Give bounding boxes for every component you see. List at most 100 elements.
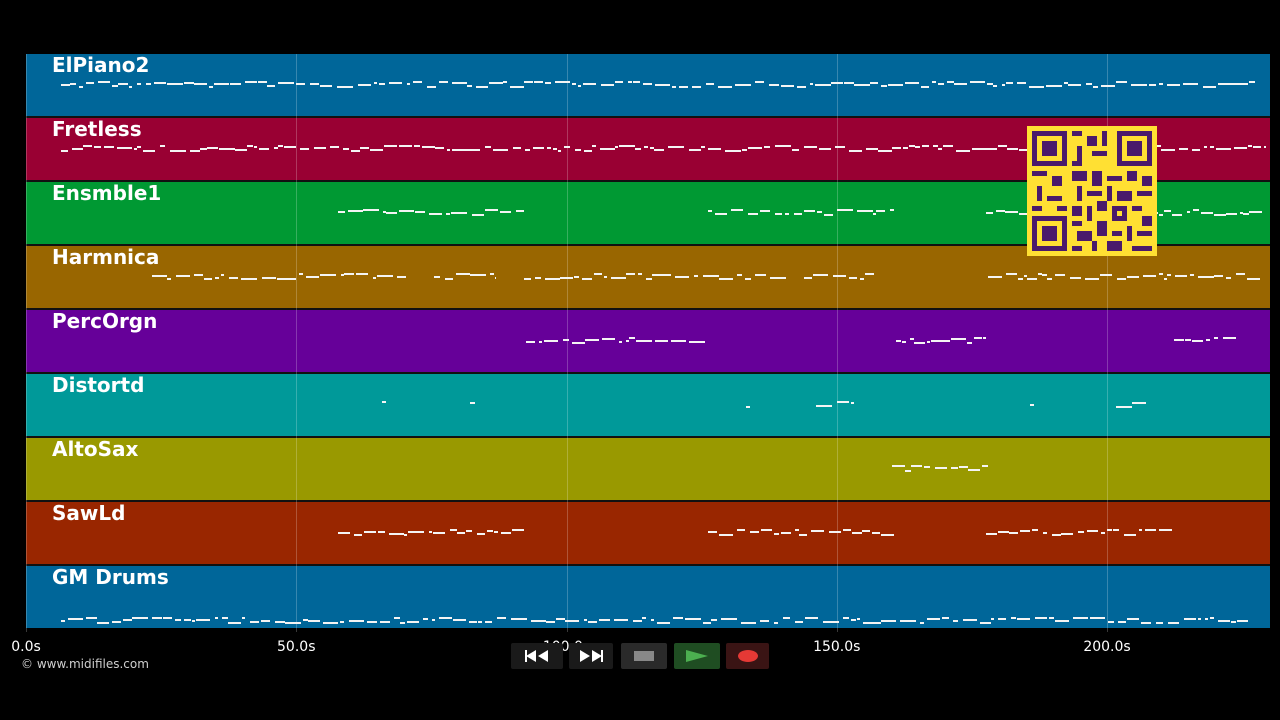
note-mark <box>1168 622 1179 624</box>
note-mark <box>1214 337 1218 339</box>
note-mark <box>544 340 558 342</box>
note-mark <box>1249 211 1262 213</box>
note-mark <box>1064 82 1068 84</box>
note-mark <box>485 621 492 623</box>
note-mark <box>1253 146 1261 148</box>
note-mark <box>582 278 592 280</box>
note-mark <box>860 278 864 280</box>
note-mark <box>389 533 404 535</box>
note-mark <box>974 337 982 339</box>
note-mark <box>857 618 860 620</box>
note-mark <box>190 150 200 152</box>
note-mark <box>524 278 531 280</box>
note-mark <box>1107 529 1112 531</box>
note-mark <box>1049 617 1054 619</box>
note-mark <box>1061 533 1073 535</box>
note-mark <box>470 402 475 404</box>
note-mark <box>118 83 128 85</box>
note-mark <box>98 81 110 83</box>
note-mark <box>535 277 541 279</box>
note-mark <box>626 273 635 275</box>
stop-icon <box>634 651 654 661</box>
note-mark <box>938 83 944 85</box>
note-mark <box>1141 622 1151 624</box>
note-mark <box>1052 534 1061 536</box>
note-mark <box>556 618 565 620</box>
note-mark <box>849 277 857 279</box>
note-mark <box>132 617 148 619</box>
note-mark <box>811 530 824 532</box>
note-mark <box>341 274 344 276</box>
note-mark <box>545 278 560 280</box>
note-mark <box>242 617 245 619</box>
note-mark <box>547 147 551 149</box>
note-mark <box>857 210 873 212</box>
note-mark <box>167 278 171 280</box>
note-mark <box>72 148 83 150</box>
note-mark <box>1226 213 1237 215</box>
note-mark <box>804 210 815 212</box>
note-mark <box>1093 86 1098 88</box>
note-mark <box>435 147 444 149</box>
note-mark <box>400 622 405 624</box>
note-mark <box>785 213 789 215</box>
note-mark <box>829 531 841 533</box>
note-mark <box>117 147 129 149</box>
note-mark <box>287 278 296 280</box>
note-mark <box>1007 148 1018 150</box>
track-label: Distortd <box>52 373 145 397</box>
note-mark <box>915 146 920 148</box>
note-mark <box>533 147 544 149</box>
stop-button[interactable] <box>621 643 667 669</box>
note-mark <box>485 209 498 211</box>
play-button[interactable] <box>674 643 720 669</box>
note-mark <box>360 147 369 149</box>
note-mark <box>1164 278 1167 280</box>
note-mark <box>1143 275 1156 277</box>
qr-code-icon[interactable] <box>1027 126 1157 256</box>
note-mark <box>851 619 856 621</box>
note-mark <box>689 341 705 343</box>
play-icon <box>686 650 708 662</box>
note-mark <box>633 81 640 83</box>
note-mark <box>446 213 450 215</box>
note-mark <box>866 148 878 150</box>
note-mark <box>160 145 165 147</box>
note-mark <box>175 619 181 621</box>
note-mark <box>837 401 849 403</box>
note-mark <box>250 621 259 623</box>
note-mark <box>718 86 732 88</box>
note-mark <box>795 621 803 623</box>
note-mark <box>1131 84 1147 86</box>
note-mark <box>927 341 930 343</box>
note-mark <box>619 341 622 343</box>
note-mark <box>453 619 466 621</box>
note-mark <box>914 342 925 344</box>
note-mark <box>143 150 155 152</box>
note-mark <box>1234 147 1247 149</box>
x-tick-label: 50.0s <box>277 639 316 655</box>
note-mark <box>815 84 831 86</box>
note-mark <box>221 274 224 276</box>
note-mark <box>267 85 275 87</box>
note-mark <box>835 146 845 148</box>
note-mark <box>326 85 332 87</box>
note-mark <box>176 275 190 277</box>
note-mark <box>235 149 247 151</box>
note-mark <box>1247 278 1260 280</box>
record-button[interactable] <box>726 643 769 669</box>
note-mark <box>892 147 901 149</box>
note-mark <box>170 150 186 152</box>
rewind-button[interactable] <box>511 643 563 669</box>
note-mark <box>1172 214 1182 216</box>
note-mark <box>229 277 238 279</box>
note-mark <box>881 620 896 622</box>
note-mark <box>1159 214 1163 216</box>
note-mark <box>870 82 878 84</box>
note-mark <box>129 86 132 88</box>
fast-forward-button[interactable] <box>569 643 613 669</box>
note-mark <box>854 84 870 86</box>
note-mark <box>112 621 121 623</box>
note-mark <box>673 617 683 619</box>
track-label: AltoSax <box>52 437 139 461</box>
